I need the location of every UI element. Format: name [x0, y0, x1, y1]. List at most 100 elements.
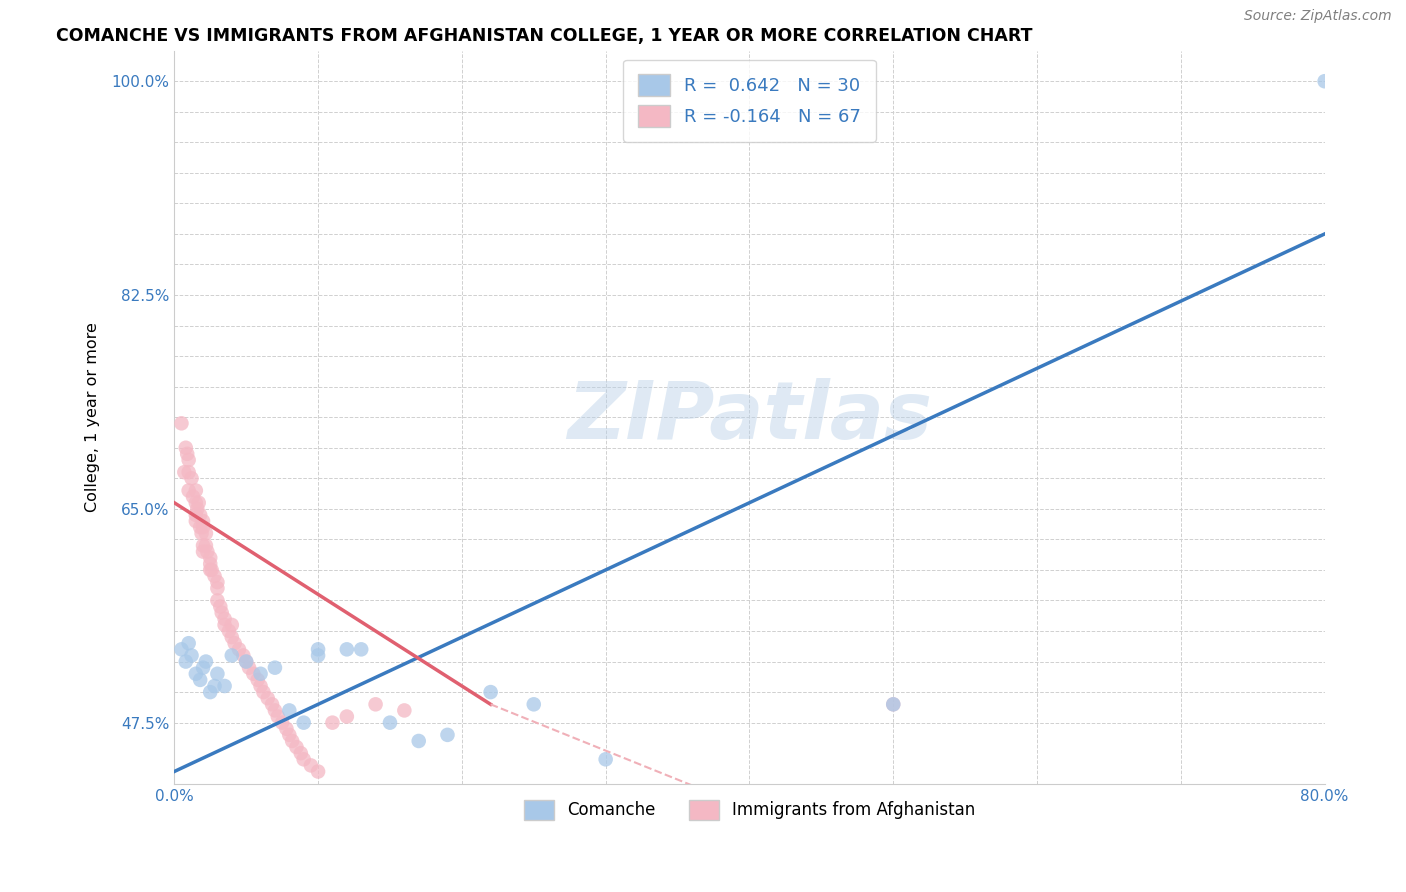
Point: [336, 709, 359, 723]
Point: [232, 648, 254, 663]
Y-axis label: College, 1 year or more: College, 1 year or more: [86, 322, 100, 512]
Point: [307, 648, 329, 663]
Point: [214, 679, 236, 693]
Point: [394, 703, 416, 717]
Point: [221, 648, 243, 663]
Point: [180, 648, 202, 663]
Point: [207, 593, 229, 607]
Point: [186, 501, 208, 516]
Point: [177, 483, 200, 498]
Point: [221, 618, 243, 632]
Point: [194, 526, 217, 541]
Point: [201, 563, 224, 577]
Point: [191, 539, 214, 553]
Point: [184, 508, 207, 522]
Point: [188, 508, 211, 522]
Point: [200, 557, 222, 571]
Point: [170, 642, 193, 657]
Point: [180, 471, 202, 485]
Point: [336, 642, 359, 657]
Point: [364, 698, 387, 712]
Point: [408, 734, 430, 748]
Point: [184, 666, 207, 681]
Point: [184, 496, 207, 510]
Point: [264, 661, 287, 675]
Point: [479, 685, 502, 699]
Point: [211, 606, 233, 620]
Point: [436, 728, 458, 742]
Point: [523, 698, 546, 712]
Point: [1313, 74, 1336, 88]
Point: [242, 666, 264, 681]
Point: [221, 630, 243, 644]
Text: COMANCHE VS IMMIGRANTS FROM AFGHANISTAN COLLEGE, 1 YEAR OR MORE CORRELATION CHAR: COMANCHE VS IMMIGRANTS FROM AFGHANISTAN …: [56, 27, 1033, 45]
Point: [218, 624, 240, 638]
Point: [235, 655, 257, 669]
Point: [204, 679, 226, 693]
Point: [378, 715, 401, 730]
Point: [184, 483, 207, 498]
Point: [209, 599, 232, 614]
Point: [181, 490, 204, 504]
Point: [278, 703, 301, 717]
Point: [177, 453, 200, 467]
Text: ZIPatlas: ZIPatlas: [567, 378, 932, 456]
Point: [238, 661, 260, 675]
Point: [285, 740, 308, 755]
Point: [214, 618, 236, 632]
Point: [177, 465, 200, 479]
Point: [207, 575, 229, 590]
Point: [307, 642, 329, 657]
Point: [267, 709, 290, 723]
Point: [200, 685, 222, 699]
Point: [194, 655, 217, 669]
Point: [235, 655, 257, 669]
Point: [207, 666, 229, 681]
Point: [256, 691, 278, 706]
Point: [214, 612, 236, 626]
Point: [228, 642, 250, 657]
Point: [307, 764, 329, 779]
Point: [191, 544, 214, 558]
Point: [191, 514, 214, 528]
Point: [292, 715, 315, 730]
Point: [200, 550, 222, 565]
Point: [177, 636, 200, 650]
Point: [170, 417, 193, 431]
Point: [292, 752, 315, 766]
Point: [184, 514, 207, 528]
Point: [249, 666, 271, 681]
Point: [276, 722, 298, 736]
Point: [174, 441, 197, 455]
Point: [191, 520, 214, 534]
Point: [882, 698, 904, 712]
Point: [271, 715, 294, 730]
Point: [260, 698, 283, 712]
Text: Source: ZipAtlas.com: Source: ZipAtlas.com: [1244, 9, 1392, 23]
Point: [299, 758, 322, 772]
Point: [207, 581, 229, 595]
Point: [281, 734, 304, 748]
Point: [290, 746, 312, 760]
Point: [246, 673, 269, 687]
Point: [224, 636, 246, 650]
Point: [176, 447, 198, 461]
Point: [194, 539, 217, 553]
Point: [595, 752, 617, 766]
Point: [204, 569, 226, 583]
Point: [173, 465, 195, 479]
Point: [321, 715, 343, 730]
Point: [187, 496, 209, 510]
Point: [350, 642, 373, 657]
Point: [191, 661, 214, 675]
Point: [190, 526, 212, 541]
Point: [174, 655, 197, 669]
Point: [252, 685, 274, 699]
Legend: Comanche, Immigrants from Afghanistan: Comanche, Immigrants from Afghanistan: [517, 793, 981, 827]
Point: [278, 728, 301, 742]
Point: [249, 679, 271, 693]
Point: [188, 520, 211, 534]
Point: [882, 698, 904, 712]
Point: [200, 563, 222, 577]
Point: [188, 673, 211, 687]
